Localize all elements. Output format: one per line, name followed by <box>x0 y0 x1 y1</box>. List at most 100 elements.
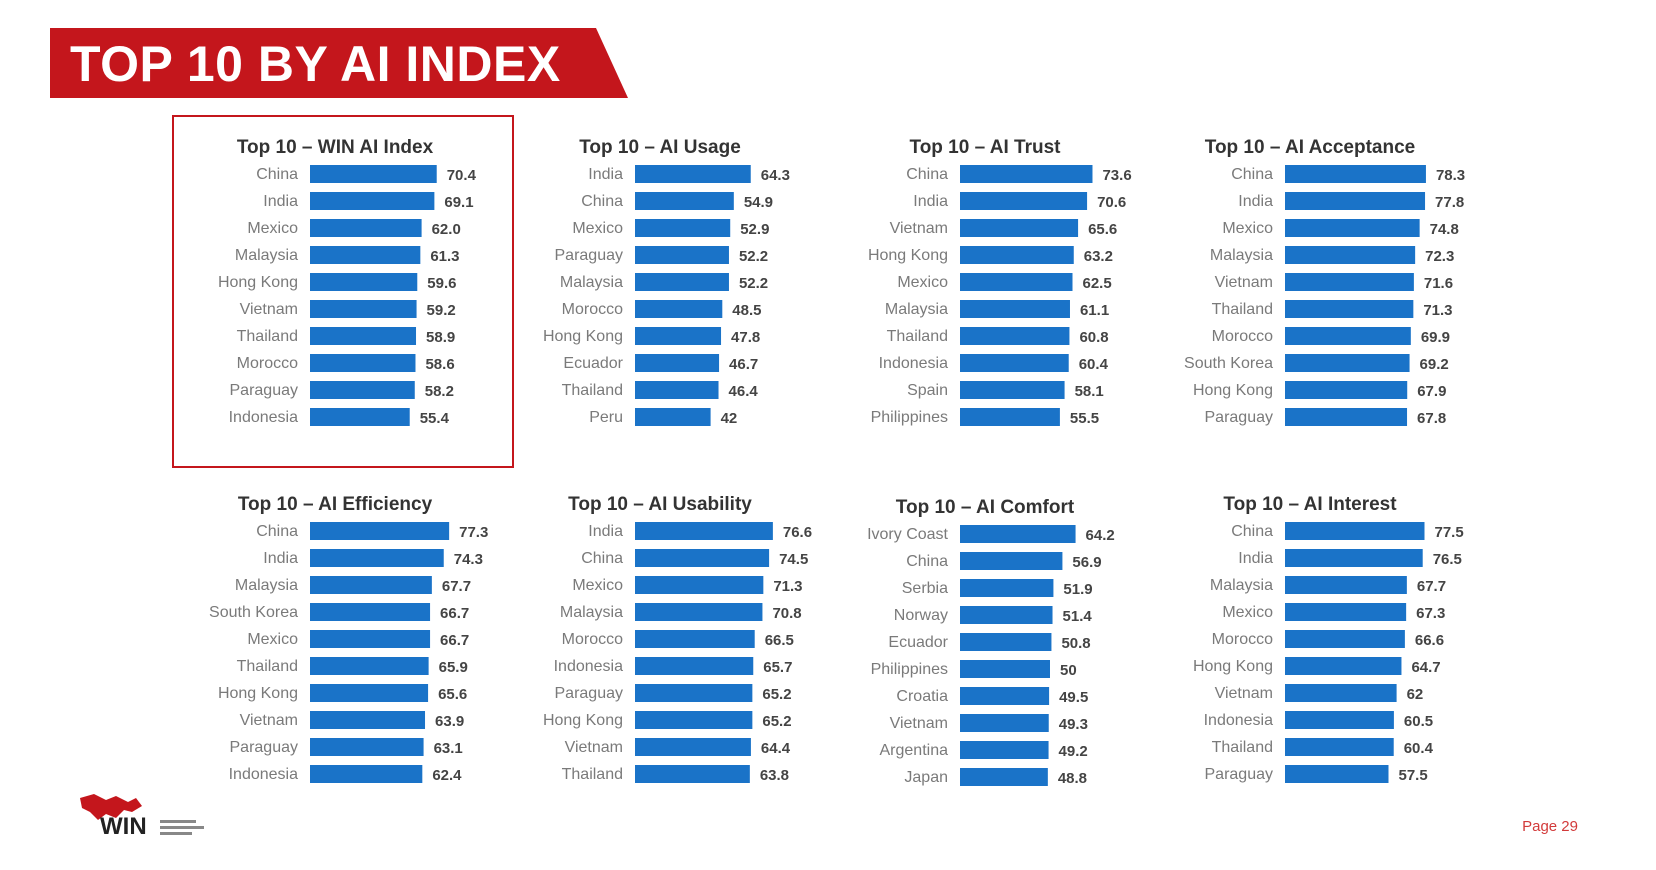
value-label: 62.5 <box>1083 275 1112 292</box>
country-label: Mexico <box>247 220 298 237</box>
chart-4: Top 10 – AI Efficiency China 77.3 India 74.3… <box>209 494 488 784</box>
country-label: China <box>1231 166 1273 183</box>
country-label: Mexico <box>572 220 623 237</box>
country-label: Paraguay <box>555 685 624 702</box>
chart-title: Top 10 – AI Usability <box>568 494 752 515</box>
country-label: Indonesia <box>229 409 298 426</box>
value-label: 77.8 <box>1435 194 1464 211</box>
chart-title: Top 10 – AI Usage <box>579 137 741 158</box>
country-label: Mexico <box>897 274 948 291</box>
bar <box>635 219 731 237</box>
bar <box>310 273 418 291</box>
chart-title: Top 10 – AI Acceptance <box>1205 137 1415 158</box>
country-label: Thailand <box>562 382 623 399</box>
value-label: 52.2 <box>739 275 768 292</box>
value-label: 65.2 <box>762 713 791 730</box>
value-label: 57.5 <box>1399 767 1428 784</box>
bar <box>1285 354 1410 372</box>
bar <box>1285 576 1407 594</box>
bar <box>310 192 435 210</box>
value-label: 65.2 <box>762 686 791 703</box>
value-label: 78.3 <box>1436 167 1465 184</box>
country-label: Indonesia <box>1204 712 1273 729</box>
value-label: 74.3 <box>454 551 483 568</box>
value-label: 71.6 <box>1424 275 1453 292</box>
country-label: Vietnam <box>890 220 948 237</box>
country-label: Peru <box>589 409 623 426</box>
country-label: Paraguay <box>230 382 299 399</box>
country-label: Mexico <box>1222 220 1273 237</box>
bar <box>1285 711 1394 729</box>
value-label: 64.4 <box>761 740 791 757</box>
value-label: 62.0 <box>432 221 461 238</box>
country-label: Hong Kong <box>543 328 623 345</box>
chart-0: Top 10 – WIN AI Index China 70.4 India 69.1 M… <box>218 137 477 427</box>
bar <box>1285 684 1397 702</box>
value-label: 49.2 <box>1059 743 1088 760</box>
title-banner <box>50 28 628 98</box>
chart-3: Top 10 – AI Acceptance China 78.3 India 77.8… <box>1184 137 1465 427</box>
bar <box>635 246 729 264</box>
bar <box>635 327 722 345</box>
bar <box>1285 300 1414 318</box>
bar <box>1285 549 1423 567</box>
bar <box>635 603 763 621</box>
bar <box>960 768 1048 786</box>
country-label: Vietnam <box>890 715 948 732</box>
value-label: 54.9 <box>744 194 773 211</box>
bar <box>960 687 1050 705</box>
value-label: 70.8 <box>772 605 801 622</box>
value-label: 71.3 <box>1423 302 1452 319</box>
value-label: 66.7 <box>440 632 469 649</box>
value-label: 65.6 <box>1088 221 1117 238</box>
chart-title: Top 10 – WIN AI Index <box>237 137 434 158</box>
country-label: Malaysia <box>1210 247 1273 264</box>
value-label: 67.7 <box>442 578 471 595</box>
chart-5: Top 10 – AI Usability India 76.6 China 74.5 M… <box>543 494 812 784</box>
bar <box>310 603 431 621</box>
country-label: Indonesia <box>554 658 623 675</box>
bar <box>310 765 423 783</box>
chart-title: Top 10 – AI Efficiency <box>238 494 433 515</box>
country-label: Philippines <box>871 409 948 426</box>
value-label: 71.3 <box>773 578 802 595</box>
country-label: Vietnam <box>1215 685 1273 702</box>
country-label: Morocco <box>1212 631 1273 648</box>
country-label: China <box>906 553 948 570</box>
bar <box>1285 219 1420 237</box>
value-label: 63.2 <box>1084 248 1113 265</box>
value-label: 60.8 <box>1079 329 1108 346</box>
bar <box>310 549 444 567</box>
value-label: 67.7 <box>1417 578 1446 595</box>
value-label: 48.8 <box>1058 770 1087 787</box>
country-label: South Korea <box>209 604 298 621</box>
country-label: Japan <box>904 769 948 786</box>
chart-6: Top 10 – AI Comfort Ivory Coast 64.2 China 5… <box>867 497 1115 787</box>
page-title: TOP 10 BY AI INDEX <box>70 36 561 92</box>
country-label: Morocco <box>562 301 623 318</box>
country-label: Mexico <box>572 577 623 594</box>
value-label: 74.8 <box>1430 221 1459 238</box>
value-label: 48.5 <box>732 302 761 319</box>
value-label: 61.1 <box>1080 302 1109 319</box>
bar <box>960 300 1070 318</box>
value-label: 77.3 <box>459 524 488 541</box>
country-label: Thailand <box>237 658 298 675</box>
country-label: Malaysia <box>235 247 298 264</box>
bar <box>310 522 450 540</box>
country-label: Indonesia <box>229 766 298 783</box>
bar <box>1285 273 1414 291</box>
value-label: 60.5 <box>1404 713 1433 730</box>
country-label: Thailand <box>562 766 623 783</box>
bar <box>960 354 1069 372</box>
bar <box>310 165 437 183</box>
bar <box>1285 657 1402 675</box>
country-label: Argentina <box>880 742 949 759</box>
country-label: Hong Kong <box>218 685 298 702</box>
bar <box>310 711 426 729</box>
bar <box>635 354 720 372</box>
value-label: 56.9 <box>1072 554 1101 571</box>
country-label: Spain <box>907 382 948 399</box>
country-label: China <box>906 166 948 183</box>
value-label: 76.5 <box>1433 551 1462 568</box>
